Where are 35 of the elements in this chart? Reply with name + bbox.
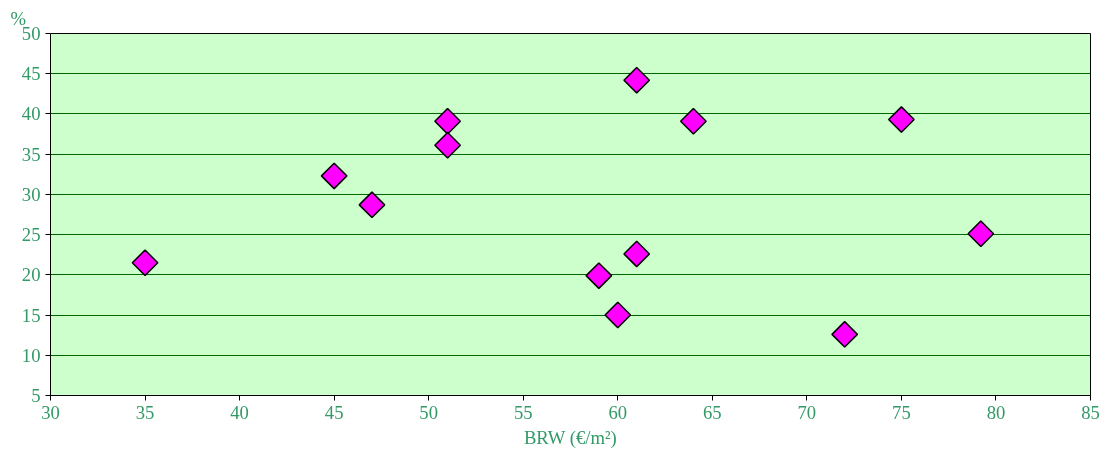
x-tick-label: 30	[41, 401, 60, 423]
point	[831, 320, 859, 348]
x-tick-label: 45	[324, 401, 344, 423]
y-tick-label: 40	[21, 103, 41, 125]
x-tick-label: 65	[702, 401, 722, 423]
y-tick-label: 15	[21, 304, 41, 326]
point	[623, 66, 651, 94]
x-tick-label: 85	[1081, 401, 1100, 423]
y-tick-label: 25	[21, 224, 41, 246]
x-tick-label: 55	[513, 401, 533, 423]
point	[320, 162, 348, 190]
point	[679, 107, 707, 135]
point	[131, 249, 159, 277]
y-tick-label: 10	[21, 344, 41, 366]
y-tick-label: 5	[31, 385, 41, 406]
point	[887, 106, 915, 134]
x-tick-label: 75	[892, 401, 911, 423]
x-tick-label: 70	[797, 401, 817, 423]
x-tick-label: 40	[230, 401, 249, 423]
x-tick-label: 80	[986, 401, 1006, 423]
point	[967, 220, 995, 248]
x-tick-label: 50	[419, 401, 439, 423]
point	[585, 262, 613, 290]
y-tick-label: 30	[21, 183, 41, 205]
y-tick-label: 45	[21, 63, 41, 85]
y-tick-label: 20	[21, 264, 41, 286]
point	[604, 301, 632, 329]
point	[434, 131, 462, 159]
y-tick-label: 35	[21, 143, 41, 165]
x-axis-title: BRW (€/m²)	[523, 426, 617, 449]
point	[434, 107, 462, 135]
point	[623, 240, 651, 268]
x-tick-label: 35	[135, 401, 155, 423]
point	[358, 191, 386, 219]
x-tick-label: 60	[608, 401, 628, 423]
